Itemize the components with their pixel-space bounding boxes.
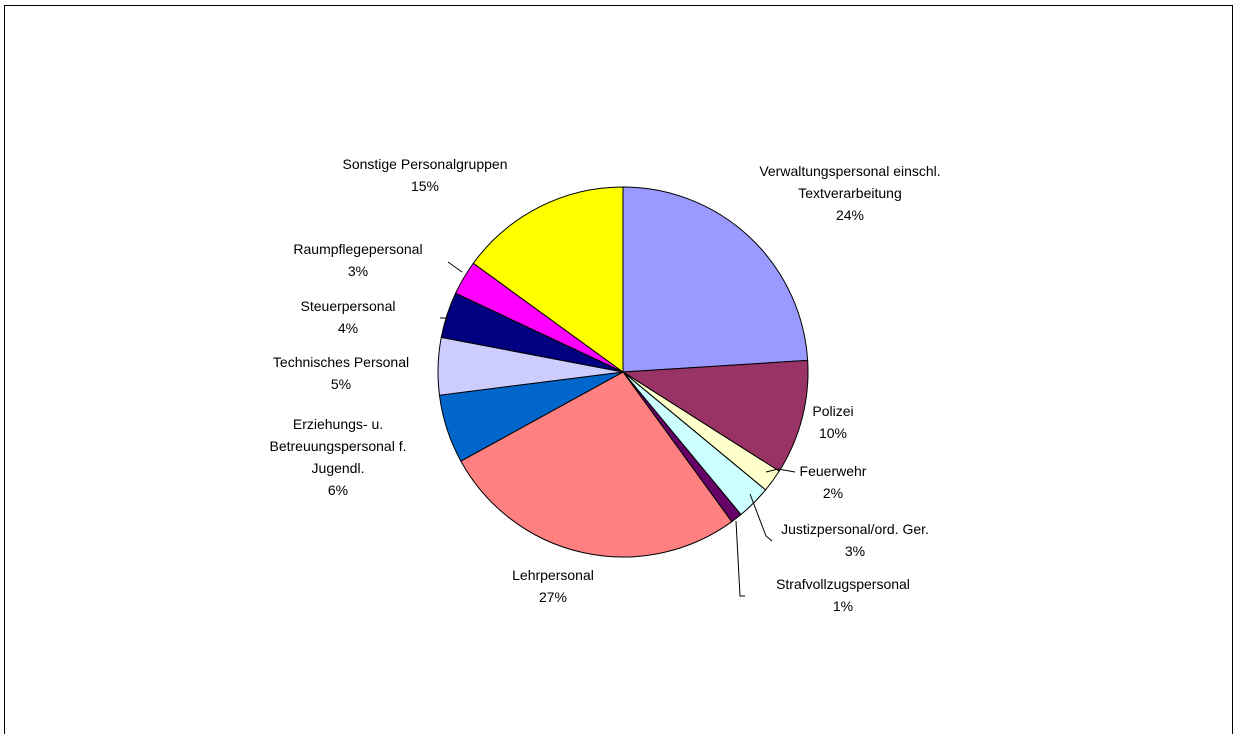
- slice-label: Raumpflegepersonal 3%: [258, 238, 458, 282]
- percent-label: 2%: [822, 485, 844, 501]
- category-name: Lehrpersonal: [512, 567, 594, 583]
- percent-label: 6%: [327, 482, 349, 498]
- category-name: Sonstige Personalgruppen: [342, 156, 508, 172]
- pie-slice: [460, 371, 733, 558]
- slice-label: Justizpersonal/ord. Ger. 3%: [755, 518, 955, 562]
- leader-line: [735, 520, 745, 597]
- slice-label: Technisches Personal 5%: [241, 351, 441, 395]
- category-name: Polizei: [812, 403, 854, 419]
- slice-label: Polizei 10%: [773, 400, 893, 444]
- leader-line: [447, 261, 463, 273]
- category-name: Steuerpersonal: [300, 298, 396, 314]
- leader-line: [765, 468, 796, 473]
- percent-label: 1%: [832, 598, 854, 614]
- slice-label: Steuerpersonal 4%: [268, 295, 428, 339]
- slice-label: Strafvollzugspersonal 1%: [743, 573, 943, 617]
- percent-label: 10%: [818, 425, 848, 441]
- slice-label: Lehrpersonal 27%: [473, 564, 633, 608]
- category-name: Erziehungs- u. Betreuungspersonal f. Jug…: [269, 416, 407, 476]
- percent-label: 27%: [538, 589, 568, 605]
- pie-slice: [472, 186, 624, 373]
- slice-label: Erziehungs- u. Betreuungspersonal f. Jug…: [258, 413, 418, 501]
- percent-label: 3%: [347, 263, 369, 279]
- category-name: Justizpersonal/ord. Ger.: [781, 521, 929, 537]
- percent-label: 5%: [330, 376, 352, 392]
- category-name: Strafvollzugspersonal: [776, 576, 910, 592]
- slice-label: Feuerwehr 2%: [773, 460, 893, 504]
- chart-border: [4, 5, 1233, 734]
- pie-slice: [622, 186, 809, 373]
- percent-label: 24%: [835, 207, 865, 223]
- percent-label: 3%: [844, 543, 866, 559]
- category-name: Technisches Personal: [272, 354, 410, 370]
- slice-label: Sonstige Personalgruppen 15%: [305, 153, 545, 197]
- percent-label: 4%: [337, 320, 359, 336]
- leader-line: [749, 493, 773, 542]
- category-name: Raumpflegepersonal: [293, 241, 423, 257]
- slice-label: Verwaltungspersonal einschl. Textverarbe…: [745, 160, 955, 226]
- percent-label: 15%: [410, 178, 440, 194]
- category-name: Feuerwehr: [799, 463, 867, 479]
- category-name: Verwaltungspersonal einschl. Textverarbe…: [759, 163, 941, 201]
- pie-slice: [621, 359, 809, 472]
